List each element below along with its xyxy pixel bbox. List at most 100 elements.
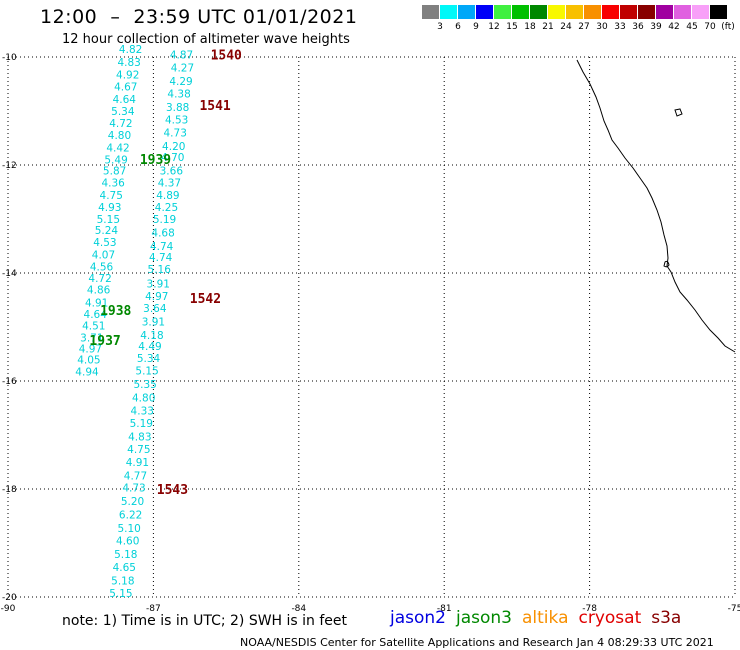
scale-swatch [584, 5, 601, 19]
wave-height-value: 4.07 [92, 249, 115, 261]
satellite-legend-item: cryosat [578, 608, 642, 628]
scale-label: 3 [437, 22, 443, 32]
satellite-legend-item: jason2 [390, 608, 446, 628]
scale-label: 45 [686, 22, 698, 32]
wave-height-value: 5.16 [148, 264, 172, 276]
wave-height-value: 4.87 [170, 50, 193, 62]
wave-height-value: 5.87 [103, 166, 126, 178]
wave-height-value: 4.74 [150, 241, 174, 253]
satellite-legend-item: jason3 [456, 608, 512, 628]
coastline-path [576, 59, 736, 353]
footer-credit: NOAA/NESDIS Center for Satellite Applica… [240, 636, 714, 649]
wave-height-value: 4.73 [164, 127, 187, 139]
island-path [663, 260, 670, 268]
scale-label: 12 [488, 22, 500, 32]
island-path [674, 108, 683, 117]
wave-height-value: 4.80 [108, 130, 131, 142]
wave-height-value: 4.65 [113, 562, 136, 574]
wave-height-value: 5.18 [114, 549, 137, 561]
lat-tick-label: -18 [2, 485, 17, 495]
track-label: 1939 [140, 153, 171, 168]
scale-swatch [692, 5, 709, 19]
wave-height-value: 4.60 [116, 536, 139, 548]
scale-label: 21 [542, 22, 554, 32]
wave-height-value: 4.97 [79, 343, 102, 355]
wave-height-value: 4.72 [109, 118, 132, 130]
scale-label: 70 [704, 22, 716, 32]
wave-height-value: 4.56 [90, 261, 114, 273]
wave-height-value: 4.42 [106, 143, 129, 155]
scale-swatch [656, 5, 673, 19]
wave-height-value: 5.19 [130, 418, 153, 430]
wave-height-value: 4.68 [151, 227, 174, 239]
wave-height-value: 4.36 [101, 178, 125, 190]
wave-height-value: 5.34 [111, 106, 135, 118]
satellite-legend-item: s3a [651, 608, 682, 628]
wave-height-value: 5.15 [135, 366, 158, 378]
lat-tick-label: -12 [2, 161, 17, 171]
lat-tick-label: -16 [2, 377, 17, 387]
wave-height-value: 4.33 [131, 405, 154, 417]
scale-swatch [530, 5, 547, 19]
wave-height-value: 4.27 [171, 63, 194, 75]
wave-height-value: 6.22 [119, 510, 142, 522]
lon-tick-label: -78 [582, 604, 597, 614]
wave-height-value: 4.37 [158, 178, 181, 190]
lon-tick-label: -90 [1, 604, 16, 614]
scale-label: 30 [596, 22, 608, 32]
scale-swatch [710, 5, 727, 19]
wave-height-value: 4.67 [114, 81, 137, 93]
wave-height-value: 4.91 [126, 457, 149, 469]
scale-swatch [620, 5, 637, 19]
wave-height-value: 4.20 [162, 141, 185, 153]
scale-swatch [674, 5, 691, 19]
wave-height-value: 4.25 [155, 202, 178, 214]
scale-label: 18 [524, 22, 536, 32]
scale-label: 9 [473, 22, 479, 32]
scale-swatch [476, 5, 493, 19]
scale-swatch [602, 5, 619, 19]
wave-height-value: 5.34 [137, 353, 161, 365]
wave-height-value: 3.88 [166, 102, 189, 114]
wave-height-value: 4.93 [98, 202, 121, 214]
wave-height-value: 5.10 [117, 523, 140, 535]
wave-height-value: 4.49 [138, 341, 161, 353]
wave-height-value: 4.89 [156, 190, 179, 202]
scale-swatch [494, 5, 511, 19]
color-scale-labels: 3 6 9 12 15 18 21 24 27 30 33 36 39 42 45 70 (ft) [422, 22, 740, 34]
wave-height-value: 4.86 [87, 285, 111, 297]
lat-tick-label: -10 [2, 53, 17, 63]
lon-tick-label: -75 [728, 604, 740, 614]
scale-swatch [458, 5, 475, 19]
wave-height-value: 4.80 [132, 393, 155, 405]
wave-height-value: 3.66 [160, 166, 184, 178]
wave-height-value: 4.82 [119, 44, 142, 56]
scale-label: 15 [506, 22, 518, 32]
lon-tick-label: -81 [437, 604, 452, 614]
wave-height-value: 4.75 [127, 444, 150, 456]
scale-swatch [422, 5, 439, 19]
wave-height-value: 3.91 [147, 279, 170, 291]
wave-height-value: 5.15 [109, 588, 132, 600]
tick-labels: -90 -87 -84 -81 -78 -75 -10 -12 -14 -16 -18 -20 [1, 53, 740, 614]
wave-height-value: 4.83 [128, 431, 151, 443]
wave-height-value: 4.70 [161, 152, 184, 164]
footer-note: note: 1) Time is in UTC; 2) SWH is in fe… [62, 613, 348, 629]
wave-height-value: 4.38 [167, 89, 190, 101]
scale-label: 24 [560, 22, 572, 32]
wave-height-value: 4.53 [93, 237, 116, 249]
wave-height-value: 4.05 [77, 355, 100, 367]
wave-height-value: 3.71 [80, 333, 103, 345]
wave-height-value: 5.20 [121, 496, 144, 508]
scale-swatch [566, 5, 583, 19]
color-scale-bar [422, 5, 728, 19]
wave-height-value: 4.29 [169, 76, 192, 88]
track-label: 1938 [100, 304, 131, 319]
track-label: 1937 [89, 334, 120, 349]
scale-label: 42 [668, 22, 680, 32]
wave-height-value: 4.77 [124, 470, 147, 482]
track-label: 1541 [199, 99, 230, 114]
wave-height-value: 4.83 [117, 57, 140, 69]
scale-label: 6 [455, 22, 461, 32]
